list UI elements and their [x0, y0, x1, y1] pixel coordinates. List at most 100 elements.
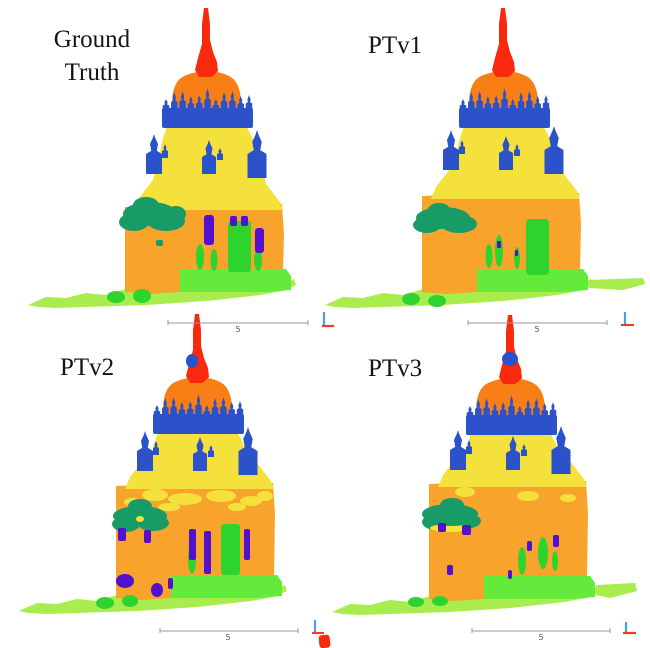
- axis-gizmo-icon: [621, 312, 634, 327]
- pinnacle-shape: [137, 431, 153, 471]
- bush-shape: [112, 516, 140, 532]
- pinnacle-shape: [245, 95, 253, 112]
- spire-blob-shape: [186, 354, 198, 368]
- ground-right-shape: [596, 583, 637, 598]
- bush-shape: [428, 203, 450, 217]
- panel-ptv2: [19, 314, 287, 614]
- ground-blob-shape: [432, 596, 448, 606]
- pinnacle-shape: [542, 95, 550, 112]
- pinnacle-shape: [229, 91, 236, 112]
- bush-shape: [156, 240, 163, 246]
- accent-shape: [255, 228, 264, 253]
- accent-shape: [447, 565, 453, 575]
- pinnacle-shape: [186, 401, 194, 418]
- spire-shape: [186, 314, 209, 383]
- tree-shape: [518, 547, 526, 575]
- mottle-shape: [560, 494, 576, 502]
- ground-blob-shape: [408, 597, 424, 607]
- pinnacle-shape: [220, 397, 227, 418]
- pinnacle-shape: [179, 91, 186, 112]
- pinnacle-shape: [514, 144, 520, 156]
- pinnacle-shape: [491, 403, 499, 419]
- accent-shape: [497, 241, 501, 248]
- pinnacle-shape: [551, 426, 571, 474]
- pinnacle-shape: [217, 148, 223, 160]
- panel-ground-truth: [28, 8, 296, 308]
- pinnacle-shape: [509, 99, 517, 112]
- accent-shape: [168, 578, 173, 589]
- pinnacle-shape: [468, 92, 475, 112]
- axis-gizmo-icon: [312, 620, 324, 635]
- axis-gizmo-icon: [322, 312, 334, 328]
- pinnacle-shape: [162, 398, 169, 418]
- platform-shape: [477, 269, 588, 292]
- pinnacle-shape: [153, 441, 159, 455]
- pinnacle-shape: [499, 402, 507, 419]
- tree-shape: [196, 244, 204, 270]
- pinnacle-shape: [549, 402, 557, 419]
- ground-blob-shape: [133, 289, 151, 303]
- scale-bar: [159, 628, 299, 633]
- tree-shape: [538, 537, 548, 569]
- pinnacle-shape: [211, 398, 219, 418]
- mottle-shape: [455, 487, 475, 497]
- accent-shape: [230, 216, 237, 226]
- pinnacle-shape: [484, 96, 492, 112]
- pinnacle-shape: [534, 96, 541, 112]
- ground-right-shape: [589, 278, 645, 290]
- pinnacle-shape: [483, 398, 490, 419]
- platform-shape: [484, 576, 595, 599]
- pinnacle-shape: [220, 92, 228, 112]
- panel-label-ground-truth: Ground Truth: [53, 26, 131, 86]
- ground-blob-shape: [428, 295, 446, 307]
- pinnacle-shape: [195, 95, 203, 112]
- ground-blob-shape: [107, 291, 125, 303]
- mottle-shape: [257, 491, 273, 501]
- pinnacle-shape: [212, 99, 220, 112]
- pinnacle-shape: [203, 405, 211, 418]
- platform-shape: [180, 269, 291, 292]
- pinnacle-shape: [171, 92, 178, 112]
- scale-bar-label-ptv1: 5: [534, 325, 540, 334]
- pinnacle-shape: [475, 399, 482, 419]
- pinnacle-shape: [228, 402, 235, 418]
- scale-bar-label-ground-truth: 5: [235, 325, 241, 334]
- bush-shape: [441, 215, 477, 233]
- scale-bar: [467, 320, 608, 325]
- pinnacle-shape: [178, 402, 186, 418]
- pinnacle-shape: [508, 395, 515, 419]
- spire-shape: [195, 8, 218, 77]
- mottle-shape: [142, 489, 168, 501]
- pinnacle-band-shape: [153, 414, 244, 434]
- pinnacle-shape: [501, 88, 508, 112]
- tree-shape: [552, 551, 558, 571]
- panel-label-ptv2: PTv2: [60, 354, 115, 381]
- pinnacle-shape: [516, 406, 524, 419]
- spire-shape: [499, 315, 522, 384]
- pinnacle-shape: [476, 91, 483, 112]
- pinnacle-shape: [162, 144, 168, 158]
- panel-label-ptv1: PTv1: [368, 32, 423, 59]
- mottle-shape: [158, 503, 180, 511]
- scale-bar-label-ptv3: 5: [538, 633, 544, 642]
- pinnacle-shape: [492, 95, 500, 112]
- mottle-shape: [240, 496, 262, 506]
- pinnacle-shape: [459, 99, 467, 112]
- bush-shape: [166, 206, 186, 222]
- pinnacle-band-shape: [466, 415, 557, 435]
- spire-shape: [492, 8, 515, 77]
- pinnacle-band-shape: [162, 108, 253, 128]
- pinnacle-shape: [459, 140, 465, 154]
- pinnacle-shape: [443, 130, 459, 170]
- mottle-shape: [168, 493, 202, 505]
- pinnacle-shape: [524, 399, 532, 419]
- tree-shape: [210, 249, 218, 271]
- bush-shape: [413, 217, 441, 233]
- bush-shape: [133, 197, 159, 213]
- accent-shape: [204, 215, 214, 245]
- accent-shape: [462, 525, 471, 535]
- panel-label-ptv3: PTv3: [368, 355, 423, 382]
- accent-shape: [118, 528, 126, 541]
- accent-shape: [204, 531, 211, 574]
